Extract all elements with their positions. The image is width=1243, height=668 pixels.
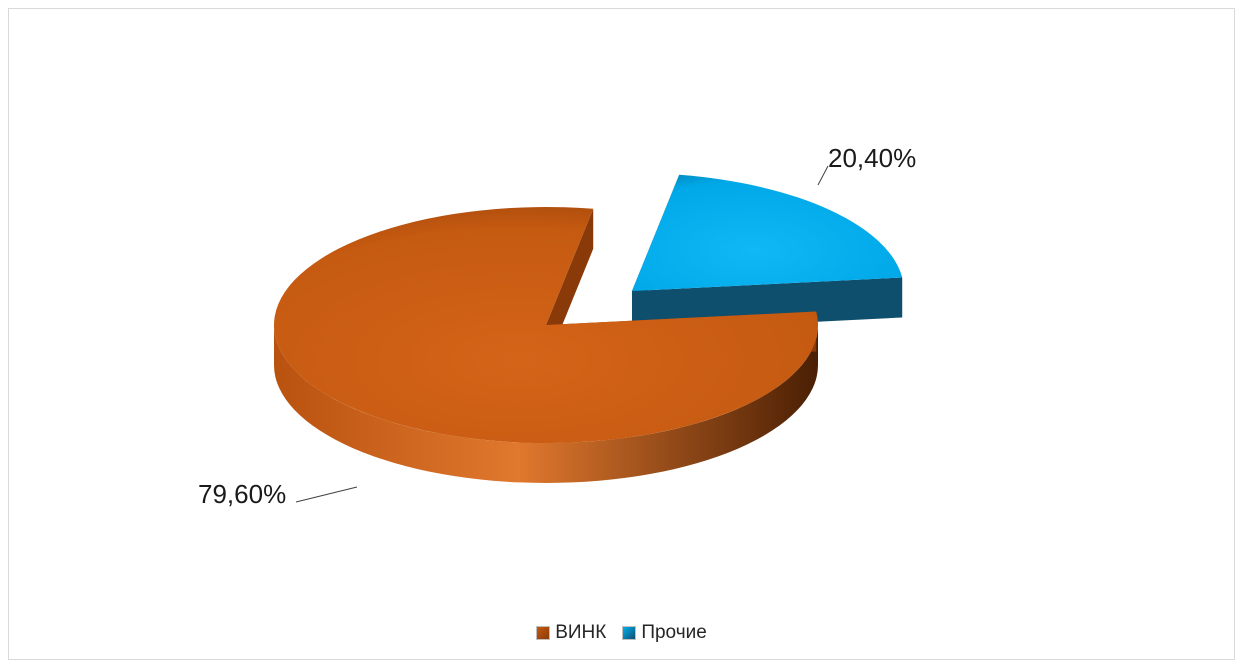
legend-label-other: Прочие: [641, 622, 707, 643]
legend-swatch-vink: [536, 626, 551, 640]
pie-slice-vink: [274, 207, 818, 483]
data-label-other: 20,40%: [828, 143, 916, 173]
pie-slice-other: [632, 174, 903, 331]
legend-item-vink: ВИНК: [536, 622, 606, 644]
legend-swatch-other: [622, 626, 637, 640]
leader-line-vink: [295, 486, 358, 503]
data-label-vink: 79,60%: [198, 479, 286, 509]
legend-label-vink: ВИНК: [555, 622, 607, 643]
legend: ВИНК Прочие: [0, 622, 1243, 644]
leader-line-other: [817, 165, 829, 186]
legend-item-other: Прочие: [622, 622, 707, 644]
